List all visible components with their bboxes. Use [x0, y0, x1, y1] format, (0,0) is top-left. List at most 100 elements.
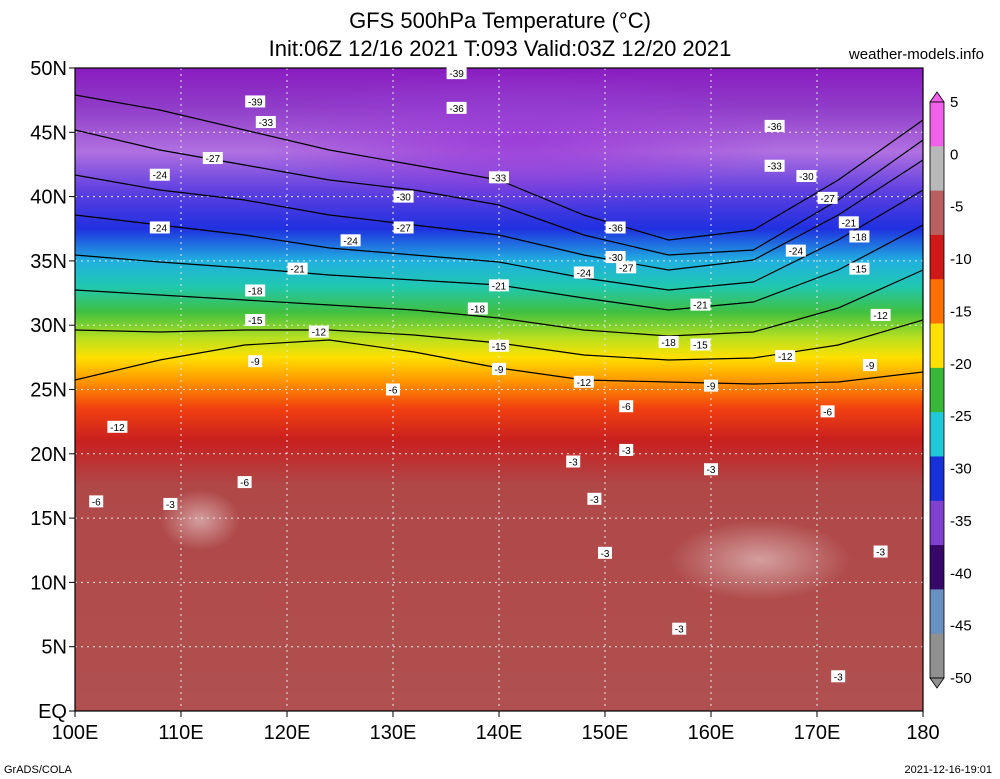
colorbar-label: 5: [950, 94, 958, 111]
lat-tick-label: EQ: [38, 701, 67, 723]
colorbar-swatch: [930, 412, 944, 457]
contour-label-bg: [817, 191, 838, 204]
contour-label-bg: [873, 545, 888, 558]
contour-label-bg: [492, 362, 506, 375]
contour-label: -30: [396, 193, 411, 204]
colorbar-swatch: [930, 234, 944, 280]
lon-tick-label: 180: [906, 722, 939, 744]
contour-label: -9: [866, 361, 875, 372]
contour-label-bg: [489, 339, 509, 352]
lat-tick-label: 45N: [30, 122, 67, 144]
colorbar-bottom-arrow: [929, 677, 945, 689]
colorbar-label: -50: [950, 670, 972, 687]
latitude-axis: 50N 45N 40N 35N 30N 25N 20N 15N 10N 5N EQ: [30, 58, 75, 723]
colorbar-swatch: [930, 545, 944, 590]
contour-label: -18: [248, 286, 263, 297]
warm-region: [670, 520, 850, 600]
contour-label: -12: [577, 378, 592, 389]
lat-tick-label: 10N: [30, 572, 67, 594]
contour-label-bg: [764, 159, 785, 172]
isotherm-line: [75, 159, 923, 271]
lon-tick-label: 170E: [794, 722, 841, 744]
contour-label-bg: [796, 170, 817, 183]
contour-label-bg: [764, 119, 785, 132]
contour-label-bg: [573, 266, 594, 279]
colorbar-label: -10: [950, 251, 972, 268]
contour-label-bg: [393, 221, 414, 234]
contour-label: -21: [842, 218, 857, 229]
contour-label-bg: [690, 338, 711, 351]
contour-label-bg: [149, 221, 170, 234]
contour-label: -21: [693, 301, 708, 312]
colorbar-swatch: [930, 102, 944, 147]
contour-label: -6: [240, 478, 249, 489]
colorbar-swatch: [930, 323, 944, 369]
contour-label: -36: [767, 122, 782, 133]
contour-label: -33: [259, 118, 274, 129]
contour-label-bg: [831, 670, 846, 683]
contour-label: -15: [248, 316, 263, 327]
lat-tick-label: 15N: [30, 508, 67, 530]
source-credit: weather-models.info: [848, 46, 984, 63]
contour-label: -27: [396, 223, 411, 234]
contour-label-bg: [149, 168, 170, 181]
contour-label: -6: [92, 497, 101, 508]
contour-label: -33: [767, 162, 782, 173]
contour-label-bg: [619, 443, 634, 456]
contour-label: -18: [852, 232, 867, 243]
lat-tick-label: 30N: [30, 315, 67, 337]
contour-label: -21: [290, 265, 305, 276]
contour-label-bg: [255, 116, 276, 129]
colorbar-swatch: [930, 146, 944, 192]
contour-label: -27: [619, 263, 634, 274]
colorbar-label: -40: [950, 565, 972, 582]
colorbar-label: -5: [950, 199, 963, 216]
contour-label: -30: [608, 253, 623, 264]
contour-label-bg: [566, 455, 581, 468]
colorbar-top-arrow: [929, 91, 945, 103]
contour-label-bg: [658, 335, 679, 348]
isotherm-line: [75, 269, 923, 337]
contour-label-bg: [616, 261, 637, 274]
lon-tick-label: 120E: [264, 722, 311, 744]
contour-label-bg: [605, 251, 626, 264]
contour-label: -36: [449, 104, 464, 115]
contour-label-bg: [690, 298, 711, 311]
contour-label-bg: [838, 216, 859, 229]
contour-label-bg: [237, 476, 252, 489]
colorbar-swatch: [930, 589, 944, 635]
contour-label: -3: [675, 625, 684, 636]
colorbar-swatch: [930, 633, 944, 679]
contour-label: -36: [608, 223, 623, 234]
contour-label-bg: [820, 405, 835, 418]
contour-label-bg: [287, 262, 308, 275]
chart-title: GFS 500hPa Temperature (°C): [349, 8, 651, 33]
contour-label: -3: [590, 495, 599, 506]
contour-label: -3: [876, 548, 885, 559]
cold-core: [260, 70, 780, 210]
graticule: [75, 68, 923, 711]
lon-tick-label: 140E: [476, 722, 523, 744]
contour-label: -39: [449, 69, 464, 80]
contour-label-bg: [619, 400, 634, 413]
isotherm-line: [75, 189, 923, 291]
lon-tick-label: 150E: [582, 722, 629, 744]
footer-software: GrADS/COLA: [4, 764, 72, 776]
contour-label: -9: [251, 357, 260, 368]
lat-tick-label: 35N: [30, 251, 67, 273]
chart-subtitle: Init:06Z 12/16 2021 T:093 Valid:03Z 12/2…: [268, 36, 732, 61]
contour-label-bg: [340, 234, 361, 247]
colorbar-swatch: [930, 279, 944, 325]
contour-label: -3: [601, 549, 610, 560]
contour-label-bg: [393, 190, 414, 203]
colorbar-swatch: [930, 367, 944, 413]
contour-label-bg: [704, 379, 718, 392]
contour-label: -3: [834, 672, 843, 683]
colorbar-swatch: [930, 456, 944, 502]
contour-label-bg: [598, 546, 612, 559]
warm-region: [160, 490, 240, 550]
contour-label-bg: [849, 230, 870, 243]
contour-label: -15: [492, 342, 507, 353]
contour-label: -33: [492, 173, 507, 184]
contour-label-bg: [704, 463, 718, 476]
